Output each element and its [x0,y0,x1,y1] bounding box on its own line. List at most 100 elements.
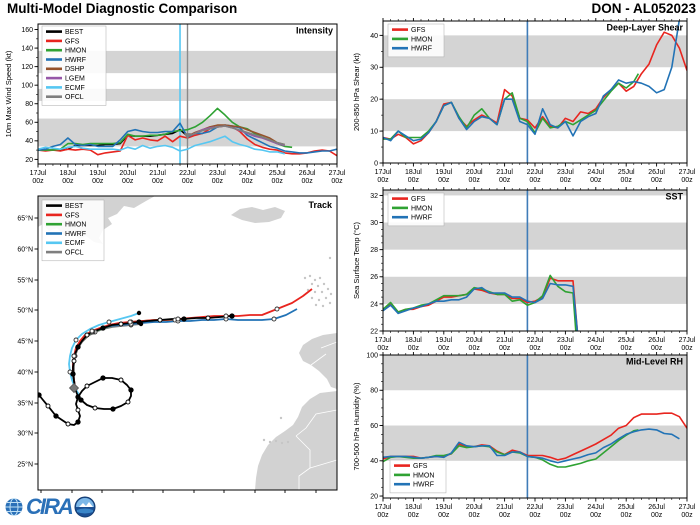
svg-text:00z: 00z [301,178,313,185]
svg-text:10: 10 [370,128,378,135]
svg-text:00z: 00z [590,512,602,519]
legend-label-BEST: BEST [65,29,84,36]
svg-text:17Jul: 17Jul [375,337,392,344]
svg-text:00z: 00z [590,345,602,352]
svg-text:00z: 00z [529,177,541,184]
chart-sst-panel-title: SST [665,192,683,202]
svg-text:00z: 00z [212,178,224,185]
legend-label-GFS: GFS [411,196,426,203]
svg-text:17Jul: 17Jul [30,170,47,177]
legend-label-HWRF: HWRF [65,231,86,238]
svg-text:00z: 00z [621,177,633,184]
svg-text:00z: 00z [152,178,164,185]
svg-text:23Jul: 23Jul [557,169,574,176]
svg-text:25Jul: 25Jul [618,504,635,511]
svg-text:24: 24 [370,301,378,308]
chart-rh-y-axis-label: 700-500 hPa Humidity (%) [352,382,361,470]
legend-label-HWRF: HWRF [413,482,434,489]
svg-text:00z: 00z [122,178,134,185]
svg-text:30: 30 [370,65,378,72]
legend-label-HMON: HMON [411,36,432,43]
svg-text:00z: 00z [681,345,693,352]
track-GFS [72,288,313,389]
svg-text:00z: 00z [499,512,511,519]
globe-icon [5,498,23,516]
svg-text:23Jul: 23Jul [557,337,574,344]
svg-text:20: 20 [370,493,378,500]
svg-text:35°N: 35°N [17,399,33,407]
svg-text:17Jul: 17Jul [375,504,392,511]
svg-text:60: 60 [25,120,33,127]
svg-text:40: 40 [370,33,378,40]
svg-text:00z: 00z [529,345,541,352]
chart-shear-panel-title: Deep-Layer Shear [606,23,683,33]
svg-text:19Jul: 19Jul [435,169,452,176]
svg-text:26Jul: 26Jul [648,169,665,176]
legend-label-HWRF: HWRF [411,215,432,222]
cira-logo-text: CIRA [26,494,74,519]
chart-shear-series-group [383,21,687,145]
svg-text:00z: 00z [438,512,450,519]
svg-text:40: 40 [25,138,33,145]
svg-text:0: 0 [374,160,378,167]
svg-text:20Jul: 20Jul [119,170,136,177]
svg-text:26: 26 [370,274,378,281]
sst-chart: 22242628303217Jul00z18Jul00z19Jul00z20Ju… [352,187,696,352]
svg-text:00z: 00z [62,178,74,185]
chart-intensity-y-axis-label: 10m Max Wind Speed (kt) [4,50,13,137]
svg-text:80: 80 [25,101,33,108]
chart-rh-category-bands [383,355,687,461]
chart-sst-category-bands [383,190,687,304]
svg-text:00z: 00z [242,178,254,185]
svg-text:00z: 00z [469,177,481,184]
track-frame [37,195,338,491]
svg-text:00z: 00z [560,345,572,352]
legend-label-LGEM: LGEM [65,76,85,83]
track-axes: 65°N 60°N 55°N 50°N 45°N 40°N 35°N 30°N 25°N [17,214,317,493]
cira-logo: CIRA [4,494,96,520]
svg-text:27Jul: 27Jul [679,337,696,344]
svg-text:00z: 00z [681,177,693,184]
svg-text:100: 100 [366,352,378,359]
chart-rh-series-group [383,412,687,468]
legend-label-HMON: HMON [411,205,432,212]
svg-text:20Jul: 20Jul [466,337,483,344]
svg-text:00z: 00z [681,512,693,519]
legend: GFS HMON HWRF [387,192,445,227]
mid-level-rh-chart: 2040608010017Jul00z18Jul00z19Jul00z20Jul… [352,352,696,519]
svg-text:20: 20 [25,157,33,164]
series-HWRF [383,282,579,331]
storm-id-title: DON - AL052023 [591,1,696,16]
svg-text:21Jul: 21Jul [149,170,166,177]
intensity-chart: 2040608010012014016017Jul00z18Jul00z19Ju… [4,23,346,185]
svg-text:00z: 00z [92,178,104,185]
svg-text:26Jul: 26Jul [648,337,665,344]
svg-text:30: 30 [370,220,378,227]
svg-text:00z: 00z [560,512,572,519]
svg-text:50°N: 50°N [17,306,33,314]
series-OFCL [187,125,285,146]
series-ECMF [38,135,285,155]
svg-text:24Jul: 24Jul [587,337,604,344]
svg-text:25°N: 25°N [17,460,33,468]
legend-label-OFCL: OFCL [65,250,84,257]
chart-shear-axes: 01020304017Jul00z18Jul00z19Jul00z20Jul00… [370,18,696,184]
svg-text:17Jul: 17Jul [375,169,392,176]
svg-text:60: 60 [370,423,378,430]
chart-sst-series-group [383,274,579,331]
svg-text:21Jul: 21Jul [496,169,513,176]
svg-text:00z: 00z [438,345,450,352]
svg-text:23Jul: 23Jul [557,504,574,511]
svg-text:00z: 00z [651,177,663,184]
legend-label-GFS: GFS [65,38,80,45]
legend-label-HWRF: HWRF [65,57,86,64]
svg-text:45°N: 45°N [17,337,33,345]
svg-text:19Jul: 19Jul [435,504,452,511]
legend-label-ECMF: ECMF [65,240,85,247]
svg-text:00z: 00z [438,177,450,184]
track-BEST [38,315,233,426]
svg-text:00z: 00z [621,512,633,519]
chart-sst-y-axis-label: Sea Surface Temp (°C) [352,221,361,299]
chart-shear-y-axis-label: 200-850 hPa Shear (kt) [352,53,361,131]
